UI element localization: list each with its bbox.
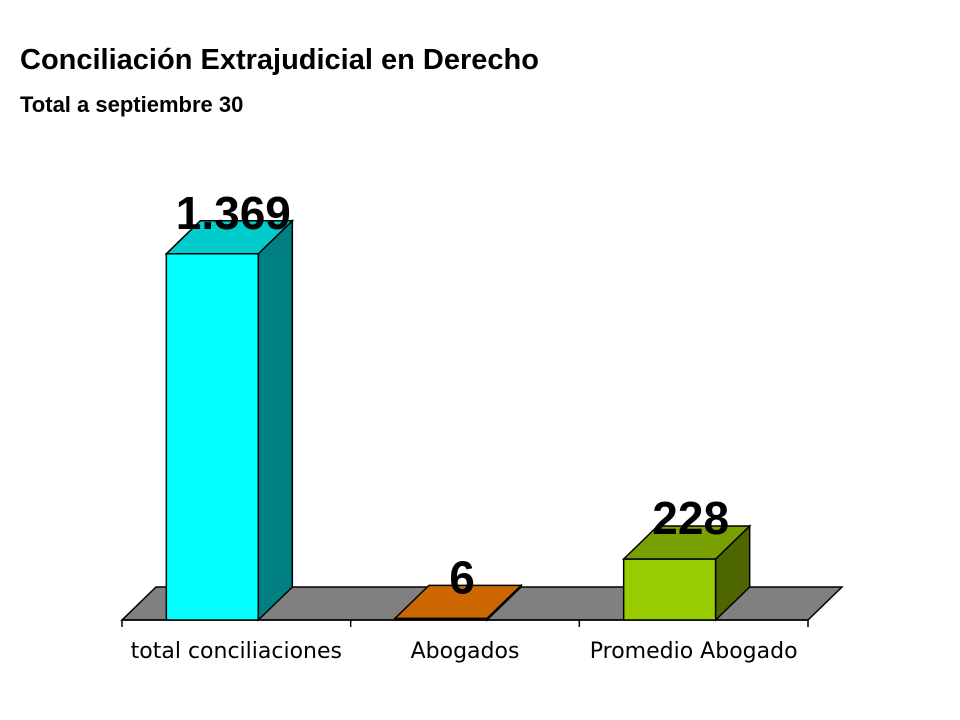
bar-top — [164, 220, 295, 255]
bars-layer — [164, 219, 752, 622]
labels-layer: 1.369 total conciliaciones 6 Abogados 228 Pro… — [131, 187, 798, 664]
bar-top — [393, 584, 523, 620]
bar-side — [257, 219, 294, 622]
data-label: 6 — [449, 551, 475, 603]
bar-1 — [164, 219, 295, 622]
bar-top — [621, 525, 752, 560]
x-tick-label: total conciliaciones — [131, 639, 342, 664]
chart-subtitle: Total a septiembre 30 — [20, 92, 244, 117]
bar-2 — [393, 583, 523, 622]
bar-front — [622, 558, 717, 621]
x-tick-label: Abogados — [411, 639, 520, 664]
bar-front — [165, 253, 260, 621]
data-label: 1.369 — [176, 187, 291, 239]
bar-3 — [621, 524, 752, 622]
data-label: 228 — [652, 492, 729, 544]
x-tick-label: Promedio Abogado — [590, 639, 798, 664]
chart-title: Conciliación Extrajudicial en Derecho — [20, 44, 539, 76]
x-axis — [121, 619, 809, 627]
